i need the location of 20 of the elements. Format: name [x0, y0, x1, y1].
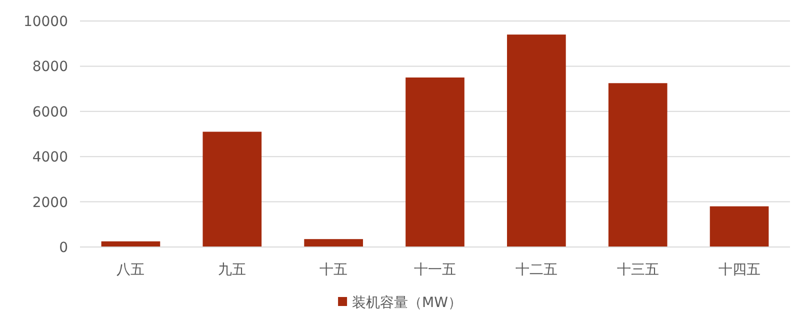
x-tick-label: 十四五 [718, 262, 760, 278]
x-tick-label: 十二五 [515, 262, 558, 278]
bar [507, 34, 566, 247]
x-tick-label: 十一五 [414, 262, 456, 278]
legend-label: 装机容量（MW） [352, 295, 462, 311]
bar [710, 206, 769, 247]
y-tick-label: 4000 [32, 150, 68, 166]
bar [304, 239, 363, 247]
x-tick-label: 八五 [116, 262, 145, 278]
y-tick-label: 8000 [32, 59, 68, 76]
x-tick-label: 十三五 [616, 262, 659, 278]
bar [202, 132, 262, 247]
y-tick-label: 10000 [23, 14, 68, 30]
y-tick-label: 6000 [32, 104, 68, 120]
x-tick-label: 九五 [218, 262, 246, 278]
y-tick-label: 0 [59, 240, 68, 256]
y-tick-label: 2000 [32, 194, 68, 211]
bar [608, 83, 668, 247]
bar [406, 78, 464, 247]
x-tick-label: 十五 [320, 262, 348, 278]
